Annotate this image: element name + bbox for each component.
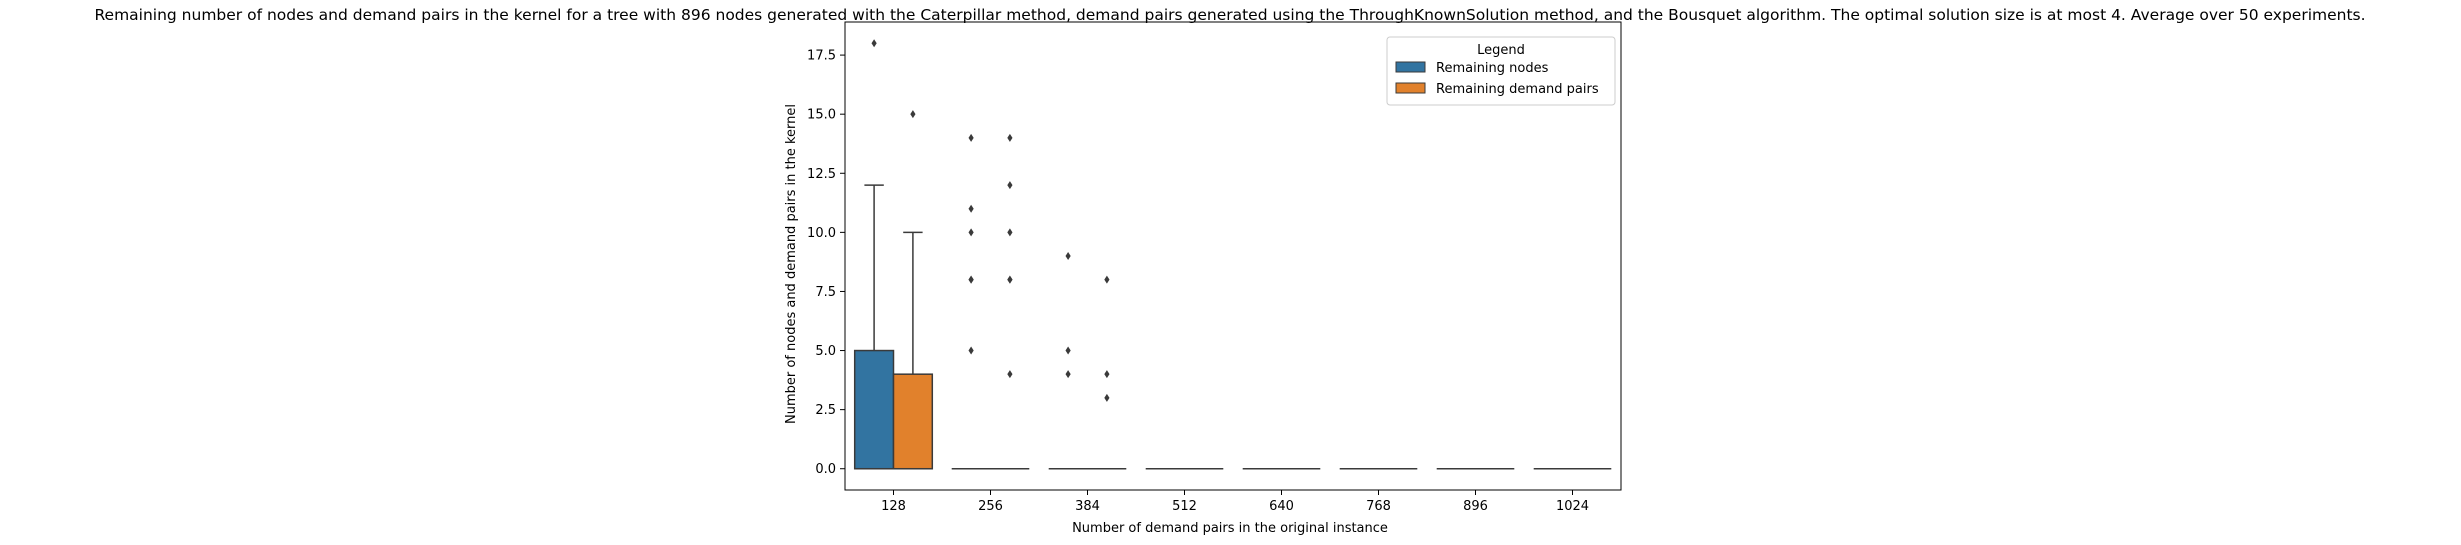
outlier-point bbox=[1007, 228, 1013, 237]
chart-title: Remaining number of nodes and demand pai… bbox=[94, 6, 2365, 24]
x-tick-label: 128 bbox=[881, 499, 906, 514]
y-tick-label: 5.0 bbox=[815, 344, 836, 359]
outlier-point bbox=[1065, 252, 1071, 260]
y-tick-label: 12.5 bbox=[807, 167, 836, 182]
x-tick-label: 512 bbox=[1172, 499, 1197, 514]
outlier-point bbox=[1065, 346, 1071, 355]
outlier-point bbox=[968, 204, 974, 213]
x-tick-label: 640 bbox=[1269, 499, 1294, 514]
outlier-point bbox=[910, 110, 916, 119]
x-tick-label: 384 bbox=[1075, 499, 1100, 514]
x-tick-label: 768 bbox=[1366, 499, 1391, 514]
x-tick-label: 1024 bbox=[1556, 499, 1589, 514]
box bbox=[892, 373, 934, 470]
axes-frame bbox=[844, 21, 1622, 491]
x-tick-label: 896 bbox=[1463, 499, 1488, 514]
outlier-point bbox=[1104, 275, 1110, 284]
y-tick-label: 17.5 bbox=[807, 49, 836, 64]
outlier-point bbox=[968, 133, 974, 142]
legend: Legend Remaining nodes Remaining demand … bbox=[1386, 36, 1616, 106]
outlier-point bbox=[871, 39, 877, 48]
legend-swatch-remaining-nodes bbox=[1395, 61, 1426, 73]
outlier-point bbox=[968, 346, 974, 355]
outlier-point bbox=[1065, 370, 1071, 379]
x-axis-label: Number of demand pairs in the original i… bbox=[1072, 521, 1388, 536]
legend-title: Legend bbox=[1477, 43, 1525, 58]
y-tick-label: 15.0 bbox=[807, 108, 836, 123]
legend-frame bbox=[1386, 36, 1616, 106]
legend-label-remaining-demand-pairs: Remaining demand pairs bbox=[1436, 82, 1599, 97]
outlier-point bbox=[1007, 133, 1013, 142]
outlier-point bbox=[1007, 370, 1013, 379]
outlier-point bbox=[1104, 370, 1110, 379]
y-tick-label: 7.5 bbox=[815, 285, 836, 300]
outlier-point bbox=[1007, 181, 1013, 190]
box bbox=[853, 349, 895, 470]
plot-area: 0.0 2.5 5.0 7.5 10.0 12.5 15.0 17.5 128 256 384 512… bbox=[807, 21, 1622, 514]
outlier-point bbox=[1104, 393, 1110, 402]
outlier-point bbox=[968, 275, 974, 284]
x-tick-label: 256 bbox=[978, 499, 1003, 514]
y-tick-label: 0.0 bbox=[815, 462, 836, 477]
y-tick-label: 10.0 bbox=[807, 226, 836, 241]
y-axis-label: Number of nodes and demand pairs in the … bbox=[784, 104, 799, 424]
legend-label-remaining-nodes: Remaining nodes bbox=[1436, 61, 1549, 76]
outlier-point bbox=[1007, 275, 1013, 284]
legend-swatch-remaining-demand-pairs bbox=[1395, 82, 1426, 94]
y-tick-label: 2.5 bbox=[815, 403, 836, 418]
outlier-point bbox=[968, 228, 974, 237]
